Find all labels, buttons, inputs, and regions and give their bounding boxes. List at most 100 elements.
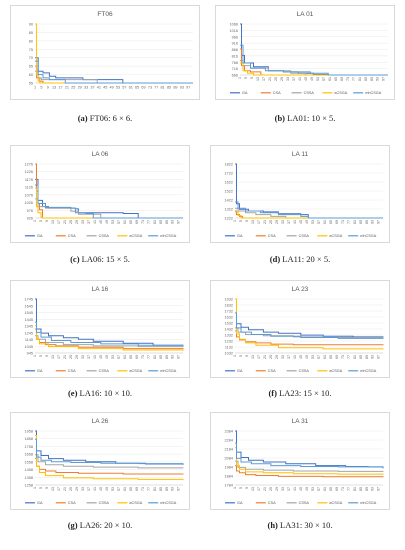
x-tick-label: 73 (341, 220, 345, 224)
y-tick-label: 945 (27, 352, 33, 356)
series-line-ga (35, 298, 184, 346)
y-tick-label: 1358 (25, 476, 33, 480)
x-tick-label: 73 (141, 487, 145, 491)
x-tick-label: 89 (165, 487, 169, 491)
x-tick-label: 57 (122, 86, 126, 90)
chart-svg-la23: LA 2319321832173216321532143213321232113… (225, 286, 384, 373)
y-tick-label: 1558 (25, 460, 33, 464)
y-tick-label: 766 (232, 61, 238, 65)
legend-label-csa: CSA (68, 234, 76, 238)
legend-label-acsga: aCSGA (129, 369, 142, 373)
chart-title: LA 16 (92, 286, 109, 293)
series-line-csa (35, 163, 183, 219)
x-tick-label: 1 (233, 355, 237, 357)
x-tick-label: 57 (117, 487, 121, 491)
x-tick-label: 97 (377, 355, 381, 359)
x-tick-label: 85 (167, 86, 171, 90)
series-line-acsga (35, 435, 184, 481)
x-tick-label: 5 (239, 220, 243, 222)
x-tick-label: 25 (269, 220, 273, 224)
caption-text: LA16: 10 × 10. (79, 388, 133, 398)
y-tick-label: 916 (232, 42, 238, 46)
x-tick-label: 13 (51, 355, 55, 359)
y-tick-label: 666 (232, 74, 238, 78)
x-tick-label: 93 (371, 220, 375, 224)
x-tick-label: 33 (84, 86, 88, 90)
x-tick-label: 9 (45, 355, 49, 357)
legend-label-acsga: aCSGA (329, 501, 342, 505)
x-tick-label: 1 (238, 77, 242, 79)
x-tick-label: 41 (97, 86, 101, 90)
x-tick-label: 69 (335, 355, 339, 359)
series-line-mhcsga (35, 438, 184, 465)
series-line-acsga (235, 447, 384, 475)
series-line-cssa (35, 454, 184, 469)
x-tick-label: 13 (251, 487, 255, 491)
chart-panel-la16: LA 16 1745 1645 1545 1445 1345 1245 1145 1045 945… (10, 280, 190, 378)
x-tick-label: 89 (165, 355, 169, 359)
x-tick-label: 77 (147, 487, 151, 491)
x-tick-label: 17 (57, 220, 61, 224)
x-tick-label: 45 (299, 220, 303, 224)
x-tick-label: 9 (245, 487, 249, 489)
y-tick-label: 1622 (225, 181, 233, 185)
x-tick-label: 13 (51, 220, 55, 224)
legend-label-ga: GA (237, 501, 243, 505)
chart-title: LA 06 (92, 151, 109, 158)
x-tick-label: 57 (117, 355, 121, 359)
x-tick-label: 89 (165, 220, 169, 224)
y-tick-label: 816 (232, 54, 238, 58)
x-tick-label: 13 (51, 487, 55, 491)
x-tick-label: 97 (377, 220, 381, 224)
x-tick-label: 45 (299, 355, 303, 359)
x-tick-label: 49 (305, 487, 309, 491)
x-tick-label: 45 (99, 487, 103, 491)
x-tick-label: 77 (154, 86, 158, 90)
y-tick-label: 65 (29, 65, 33, 69)
x-tick-label: 65 (129, 355, 133, 359)
x-tick-label: 49 (305, 355, 309, 359)
x-tick-label: 5 (39, 355, 43, 357)
y-tick-label: 1322 (225, 208, 233, 212)
series-line-ga (235, 430, 384, 469)
x-tick-label: 93 (171, 355, 175, 359)
x-tick-label: 69 (141, 86, 145, 90)
x-tick-label: 65 (329, 355, 333, 359)
legend-label-ga: GA (242, 91, 248, 95)
x-tick-label: 29 (75, 220, 79, 224)
x-tick-label: 13 (52, 86, 56, 90)
x-tick-label: 73 (141, 220, 145, 224)
y-tick-label: 1445 (25, 318, 33, 322)
x-tick-label: 61 (123, 355, 127, 359)
x-tick-label: 65 (334, 77, 338, 81)
x-tick-label: 5 (40, 86, 42, 90)
x-tick-label: 41 (293, 487, 297, 491)
x-tick-label: 81 (153, 355, 157, 359)
series-line-ga (35, 57, 193, 84)
chart-title: LA 31 (292, 418, 309, 425)
x-tick-label: 37 (90, 86, 94, 90)
chart-title: LA 01 (297, 11, 314, 18)
x-tick-label: 61 (129, 86, 133, 90)
legend-label-mhcsga: mhCSGA (160, 234, 177, 238)
y-tick-label: 1145 (25, 338, 33, 342)
x-tick-label: 5 (39, 220, 43, 222)
series-line-csa (35, 458, 184, 475)
chart-title: LA 11 (292, 151, 309, 158)
x-tick-label: 97 (382, 77, 386, 81)
x-tick-label: 41 (93, 220, 97, 224)
y-tick-label: 1026 (25, 201, 33, 205)
x-tick-label: 53 (111, 355, 115, 359)
x-tick-label: 77 (347, 355, 351, 359)
x-tick-label: 33 (281, 355, 285, 359)
x-tick-label: 73 (341, 487, 345, 491)
x-tick-label: 29 (75, 355, 79, 359)
x-tick-label: 53 (111, 220, 115, 224)
x-tick-label: 69 (335, 220, 339, 224)
y-tick-label: 1126 (25, 186, 33, 190)
x-tick-label: 25 (269, 355, 273, 359)
legend-label-cssa: CSSA (299, 369, 310, 373)
x-tick-label: 49 (105, 220, 109, 224)
y-tick-label: 1745 (25, 298, 33, 302)
